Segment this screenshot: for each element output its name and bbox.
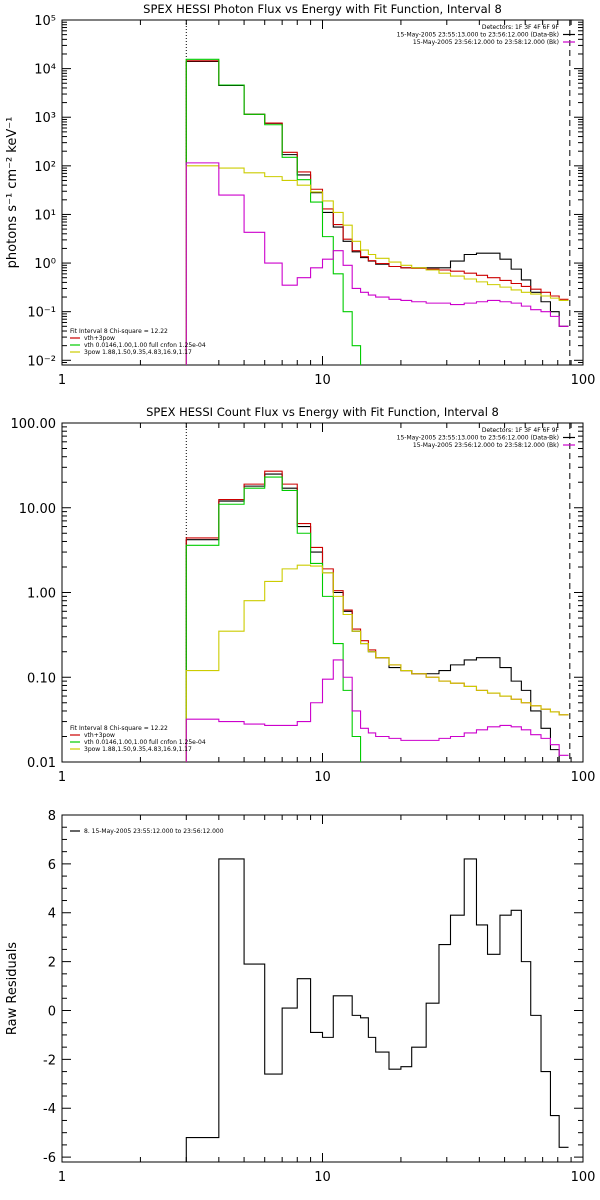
x-tick-label: 1: [58, 373, 66, 388]
y-tick-label: 0: [48, 1004, 56, 1019]
header-line: 15-May-2005 23:55:13.000 to 23:56:12.000…: [397, 32, 559, 39]
header-line: Detectors: 1F 3F 4F 6F 9F: [482, 24, 560, 31]
legend-text: vth+3pow: [84, 335, 115, 342]
series-step-line-3: [185, 476, 362, 762]
x-tick-label: 10: [314, 770, 331, 785]
y-axis-label: Raw Residuals: [5, 942, 20, 1035]
header-line: 15-May-2005 23:55:13.000 to 23:56:12.000…: [397, 435, 559, 442]
y-tick-label: 100.00: [11, 417, 57, 432]
header-line: 15-May-2005 23:56:12.000 to 23:58:12.000…: [413, 39, 559, 46]
x-tick-label: 10: [314, 373, 331, 388]
y-tick-label: 4: [48, 907, 56, 922]
legend-text: vth 0.0146,1.00,1.00 full cnfon 1.25e-04: [84, 739, 206, 746]
chart-title: SPEX HESSI Photon Flux vs Energy with Fi…: [143, 2, 502, 16]
series-step-line-4: [185, 564, 569, 762]
series-step-line-2: [185, 60, 569, 365]
y-tick-label: 10⁰: [34, 257, 56, 272]
series-step-line-5: [185, 659, 569, 762]
y-tick-label: 0.01: [27, 756, 56, 771]
y-tick-label: -4: [43, 1102, 56, 1117]
data-group: [185, 58, 569, 365]
x-tick-label: 1: [58, 1170, 66, 1185]
legend-text: Fit Interval 8 Chi-square = 12.22: [70, 328, 168, 335]
y-tick-label: 10¹: [34, 208, 56, 223]
header-line: 15-May-2005 23:56:12.000 to 23:58:12.000…: [413, 442, 559, 449]
legend-text: 3pow 1.88,1.50,9.35,4.83,16.9,1.17: [84, 349, 192, 356]
y-tick-label: 10⁻¹: [27, 306, 56, 321]
y-tick-label: 10.00: [19, 502, 56, 517]
data-group: [185, 858, 569, 1162]
y-tick-label: 8: [48, 809, 56, 824]
x-tick-label: 1: [58, 770, 66, 785]
y-tick-label: -2: [43, 1053, 56, 1068]
series-step-line-3: [185, 58, 362, 365]
x-tick-label: 10: [314, 1170, 331, 1185]
y-tick-label: 0.10: [27, 671, 56, 686]
y-tick-label: 6: [48, 858, 56, 873]
x-tick-label: 100: [571, 770, 596, 785]
chart-panel-1: SPEX HESSI Photon Flux vs Energy with Fi…: [5, 2, 595, 388]
y-axis-label: photons s⁻¹ cm⁻² keV⁻¹: [5, 117, 20, 269]
chart-panel-3: 1 10 100 -6 -4 -2 0 2 4 6 8 Raw Residuals 8. 15-May-…: [5, 809, 595, 1185]
x-tick-label: 100: [571, 1170, 596, 1185]
legend-text: 8. 15-May-2005 23:55:12.000 to 23:56:12.…: [84, 828, 224, 835]
series-step-line-4: [185, 165, 569, 365]
series-step-line-1: [185, 473, 560, 762]
legend-text: vth+3pow: [84, 732, 115, 739]
legend-text: vth 0.0146,1.00,1.00 full cnfon 1.25e-04: [84, 342, 206, 349]
legend-text: 3pow 1.88,1.50,9.35,4.83,16.9,1.17: [84, 746, 192, 753]
plot-frame: [61, 814, 584, 1163]
series-step-line-1: [185, 858, 569, 1162]
y-tick-label: 10⁻²: [27, 354, 56, 369]
header-line: Detectors: 1F 3F 4F 6F 9F: [482, 427, 560, 434]
legend-text: Fit Interval 8 Chi-square = 12.22: [70, 725, 168, 732]
y-tick-label: -6: [43, 1151, 56, 1166]
y-tick-label: 10⁵: [34, 14, 56, 29]
chart-panel-2: SPEX HESSI Count Flux vs Energy with Fit…: [11, 405, 596, 785]
chart-title: SPEX HESSI Count Flux vs Energy with Fit…: [146, 405, 499, 419]
y-tick-label: 10³: [34, 111, 56, 126]
y-tick-label: 2: [48, 956, 56, 971]
x-tick-label: 100: [571, 373, 596, 388]
y-tick-label: 1.00: [27, 587, 56, 602]
data-group: [185, 470, 569, 762]
y-tick-label: 10⁴: [34, 63, 56, 78]
series-step-line-5: [185, 162, 569, 365]
y-tick-label: 10²: [34, 160, 56, 175]
